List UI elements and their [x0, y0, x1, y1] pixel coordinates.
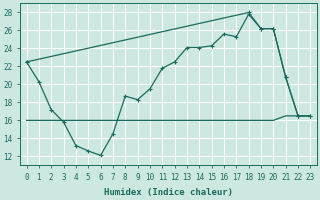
- X-axis label: Humidex (Indice chaleur): Humidex (Indice chaleur): [104, 188, 233, 197]
